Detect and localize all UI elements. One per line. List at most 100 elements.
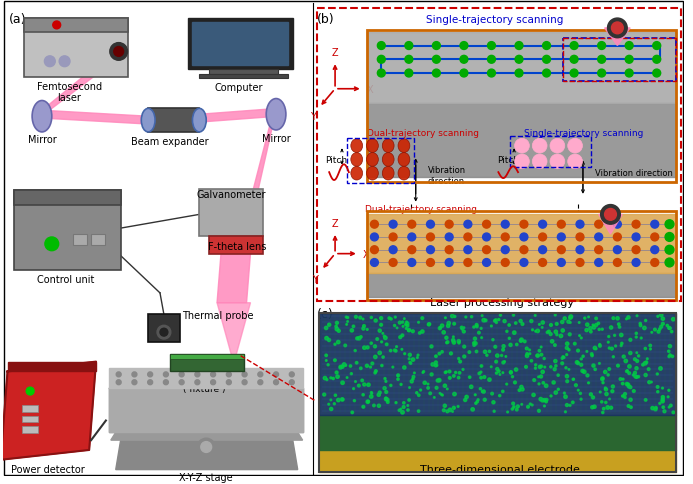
Circle shape [515,70,523,78]
Circle shape [592,364,595,367]
Circle shape [346,317,349,319]
Circle shape [545,401,547,403]
Circle shape [346,377,348,378]
Circle shape [644,320,647,322]
Circle shape [563,317,566,320]
Circle shape [480,328,482,330]
Circle shape [525,354,529,358]
Circle shape [565,342,569,346]
Circle shape [608,336,610,338]
Circle shape [453,393,456,396]
Circle shape [362,406,365,408]
Circle shape [434,397,435,398]
Bar [347,138,414,183]
Bar [317,9,681,301]
Circle shape [657,331,660,333]
Circle shape [350,329,353,333]
Circle shape [417,410,420,412]
Circle shape [544,366,545,368]
Circle shape [378,43,385,50]
Circle shape [554,344,556,347]
Circle shape [482,319,486,322]
Polygon shape [599,215,622,235]
Circle shape [586,374,589,377]
Circle shape [400,384,402,386]
Circle shape [397,378,399,380]
Circle shape [482,221,491,228]
Circle shape [362,327,365,331]
Circle shape [351,411,353,414]
Text: Dual-trajectory scanning: Dual-trajectory scanning [365,204,477,213]
Circle shape [653,56,660,64]
Circle shape [396,346,398,348]
Circle shape [653,329,656,331]
Circle shape [550,155,565,169]
Circle shape [502,345,505,348]
Circle shape [258,372,263,377]
Circle shape [651,407,654,410]
Circle shape [405,322,409,326]
Circle shape [636,315,638,317]
Bar [367,31,676,182]
Circle shape [627,316,630,319]
Circle shape [530,360,533,362]
Circle shape [464,234,472,242]
Circle shape [390,318,392,320]
Circle shape [428,323,430,326]
Circle shape [432,43,440,50]
Circle shape [599,363,600,364]
Circle shape [341,365,344,369]
Circle shape [597,56,606,64]
Circle shape [559,334,563,338]
Circle shape [405,321,407,323]
Circle shape [480,377,482,379]
Circle shape [387,401,389,404]
Circle shape [565,375,568,378]
Circle shape [405,70,413,78]
Bar [563,39,676,82]
Circle shape [450,352,453,355]
Ellipse shape [351,167,362,181]
Circle shape [495,368,499,371]
Circle shape [568,369,570,370]
Circle shape [648,381,651,384]
Circle shape [398,321,401,324]
Circle shape [463,355,466,358]
Circle shape [667,327,671,330]
Text: Z: Z [332,48,338,58]
Circle shape [644,399,647,401]
Circle shape [482,246,491,254]
Circle shape [601,205,620,225]
Circle shape [493,410,495,412]
Circle shape [446,371,447,373]
Circle shape [437,378,441,382]
Circle shape [538,409,541,412]
Circle shape [586,351,588,352]
Circle shape [427,221,435,228]
Polygon shape [247,111,276,212]
Ellipse shape [383,167,394,181]
Text: Single-trajectory scanning: Single-trajectory scanning [426,15,563,25]
Polygon shape [319,415,676,450]
Circle shape [499,374,501,376]
Circle shape [360,367,362,370]
Circle shape [407,329,411,332]
Circle shape [535,364,536,366]
Circle shape [416,392,418,394]
Circle shape [352,325,355,328]
Circle shape [398,409,401,411]
Circle shape [109,44,128,61]
Circle shape [579,322,580,324]
Circle shape [483,376,486,378]
Circle shape [484,350,486,354]
Circle shape [116,380,121,385]
Circle shape [445,234,453,242]
Circle shape [572,401,574,404]
Circle shape [324,327,328,330]
Circle shape [618,326,621,329]
Circle shape [465,395,468,399]
Circle shape [535,331,536,333]
Circle shape [423,381,426,385]
Circle shape [440,324,444,328]
Ellipse shape [398,167,410,181]
